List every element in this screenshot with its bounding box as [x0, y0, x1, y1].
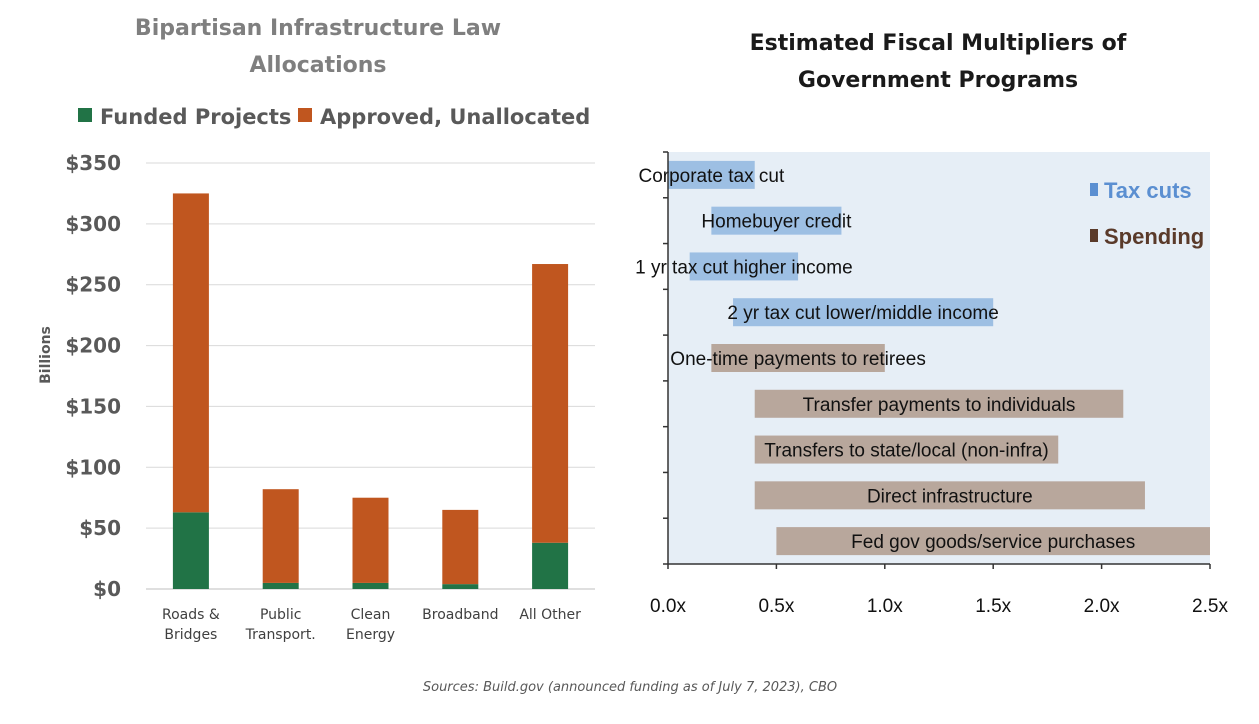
multiplier-bar-label: Direct infrastructure: [867, 486, 1033, 507]
left-x-tick-label: Energy: [346, 627, 395, 643]
right-x-tick-label: 2.0x: [1084, 596, 1120, 617]
legend-swatch-unallocated: [298, 108, 312, 122]
right-y-tick-marks: [663, 151, 668, 565]
left-chart-title-line1: Bipartisan Infrastructure Law: [135, 16, 501, 41]
right-x-tick-label: 1.0x: [867, 596, 903, 617]
multiplier-bar-label: 2 yr tax cut lower/middle income: [727, 303, 998, 324]
right-legend: Tax cuts Spending: [1090, 178, 1204, 249]
multiplier-bar-label: Transfers to state/local (non-infra): [764, 441, 1048, 462]
left-chart-title-line2: Allocations: [249, 53, 386, 78]
right-x-tick-label: 0.0x: [650, 596, 686, 617]
left-chart: Bipartisan Infrastructure Law Allocation…: [38, 16, 595, 643]
legend-label-spending: Spending: [1104, 224, 1204, 249]
legend-label-unallocated: Approved, Unallocated: [320, 105, 590, 129]
left-y-tick-label: $0: [93, 577, 121, 601]
legend-swatch-funded: [78, 108, 92, 122]
bar-segment-unallocated: [352, 497, 389, 583]
legend-label-tax-cuts: Tax cuts: [1104, 178, 1192, 203]
left-y-axis-label: Billions: [38, 326, 54, 384]
left-y-tick-label: $300: [65, 212, 121, 236]
bar-segment-unallocated: [532, 264, 569, 543]
left-gridlines: [146, 162, 595, 590]
bar-segment-funded: [352, 582, 389, 589]
right-x-tick-labels: 0.0x 0.5x 1.0x 1.5x 2.0x 2.5x: [650, 564, 1228, 617]
left-y-tick-labels: $0 $50 $100 $150 $200 $250 $300 $350: [65, 151, 121, 601]
left-x-tick-labels: Roads & Bridges Public Transport. Clean Energ…: [162, 607, 581, 643]
left-y-tick-label: $200: [65, 334, 121, 358]
left-x-tick-label: Bridges: [164, 627, 217, 643]
multiplier-bar-label: Homebuyer credit: [701, 212, 852, 233]
legend-label-funded: Funded Projects: [100, 105, 291, 129]
multiplier-bar: [711, 344, 885, 372]
right-chart: Estimated Fiscal Multipliers of Governme…: [635, 31, 1228, 617]
multiplier-bar: [776, 527, 1210, 556]
left-legend: Funded Projects Approved, Unallocated: [78, 105, 590, 129]
multiplier-bar: [733, 298, 994, 327]
legend-swatch-tax-cuts: [1090, 183, 1098, 196]
right-x-tick-label: 0.5x: [758, 596, 794, 617]
left-y-tick-label: $250: [65, 273, 121, 297]
left-y-tick-label: $100: [65, 455, 121, 479]
bar-segment-unallocated: [172, 193, 209, 513]
multiplier-bar: [689, 252, 799, 281]
multiplier-bar: [754, 435, 1059, 464]
multiplier-bar-label: Transfer payments to individuals: [803, 395, 1076, 416]
multiplier-bar: [711, 206, 842, 235]
bar-segment-funded: [532, 542, 569, 589]
right-bars: Corporate tax cut Homebuyer credit 1 yr ta…: [635, 160, 1210, 556]
bar-segment-unallocated: [262, 489, 299, 583]
bar-segment-funded: [442, 584, 479, 589]
source-note: Sources: Build.gov (announced funding as…: [423, 680, 837, 695]
left-y-tick-label: $150: [65, 394, 121, 418]
left-x-tick-label: Broadband: [422, 607, 498, 623]
left-y-tick-label: $50: [79, 516, 121, 540]
multiplier-bar-label: Corporate tax cut: [638, 166, 784, 187]
right-x-tick-label: 1.5x: [975, 596, 1011, 617]
left-x-tick-label: Public: [260, 607, 301, 623]
right-x-tick-label: 2.5x: [1192, 596, 1228, 617]
multiplier-bar-label: Fed gov goods/service purchases: [851, 532, 1135, 553]
bar-segment-funded: [262, 582, 299, 589]
multiplier-bar: [754, 389, 1124, 418]
right-chart-title-line2: Government Programs: [798, 68, 1078, 93]
multiplier-bar-label: 1 yr tax cut higher income: [635, 257, 853, 278]
left-y-tick-label: $350: [65, 151, 121, 175]
multiplier-bar: [668, 160, 755, 189]
bar-segment-unallocated: [442, 509, 479, 585]
legend-swatch-spending: [1090, 229, 1098, 242]
multiplier-bar-label: One-time payments to retirees: [670, 349, 926, 370]
left-bars: [172, 193, 569, 589]
multiplier-bar: [754, 481, 1145, 510]
bar-segment-funded: [172, 512, 209, 589]
right-chart-title-line1: Estimated Fiscal Multipliers of: [750, 31, 1127, 56]
left-x-tick-label: Transport.: [245, 627, 316, 643]
left-x-tick-label: Clean: [351, 607, 391, 623]
left-x-tick-label: All Other: [519, 607, 581, 623]
left-x-tick-label: Roads &: [162, 607, 220, 623]
